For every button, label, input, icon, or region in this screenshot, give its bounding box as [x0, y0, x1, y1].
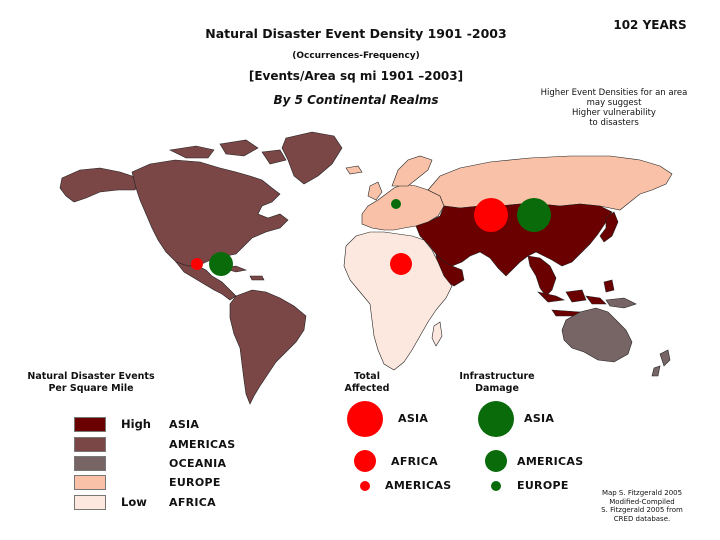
infrastructure-label-asia: ASIA: [524, 412, 555, 425]
infrastructure-europe-marker: [391, 199, 401, 209]
total-affected-label-asia: ASIA: [398, 412, 429, 425]
infrastructure-heading-line: Infrastructure: [459, 371, 535, 382]
madagascar: [431, 321, 443, 347]
africa-swatch: [74, 495, 106, 510]
oceania-region: [561, 297, 671, 377]
africa-region: [343, 231, 453, 371]
credit-line: Map S. Fitzgerald 2005: [601, 489, 683, 497]
realms-label: By 5 Continental Realms: [273, 93, 439, 107]
australia-landmass: [561, 307, 633, 363]
europe-swatch: [74, 475, 106, 490]
total-affected-legend-large: [347, 401, 383, 437]
infrastructure-americas-marker: [209, 252, 233, 276]
note-line: Higher Event Densities for an area: [540, 88, 688, 98]
total-affected-heading-line: Affected: [344, 382, 390, 394]
asia-swatch: [74, 417, 106, 432]
low-label: Low: [121, 495, 147, 509]
legend-label-europe: EUROPE: [169, 476, 221, 489]
japan-islands: [599, 211, 619, 243]
credit-line: CRED database.: [613, 514, 671, 523]
infrastructure-label-americas: AMERICAS: [517, 455, 584, 468]
infrastructure-legend-large: [478, 401, 514, 437]
infrastructure-heading-line: Damage: [475, 382, 519, 394]
years-label: 102 YEARS: [613, 18, 687, 32]
new-guinea: [605, 297, 637, 309]
total-affected-asia-marker: [474, 198, 508, 232]
asia-region: [415, 203, 619, 317]
total-affected-heading: Total Affected: [328, 371, 406, 394]
north-america-landmass: [131, 159, 289, 267]
alaska-landmass: [59, 167, 141, 203]
new-zealand: [651, 349, 671, 377]
credit-line: S. Fitzgerald 2005 from: [601, 506, 683, 515]
density-heading-line: Per Square Mile: [48, 382, 134, 394]
note-line: to disasters: [589, 118, 639, 128]
vulnerability-note: Higher Event Densities for an area may s…: [531, 88, 697, 128]
russia-landmass: [427, 155, 673, 211]
infrastructure-label-europe: EUROPE: [517, 479, 569, 492]
scandinavia-landmass: [391, 155, 433, 187]
greenland-landmass: [281, 131, 343, 185]
iceland: [345, 165, 363, 175]
density-legend-heading: Natural Disaster Events Per Square Mile: [18, 371, 164, 394]
total-affected-label-africa: AFRICA: [391, 455, 438, 468]
infrastructure-heading: Infrastructure Damage: [446, 371, 548, 394]
total-affected-africa-marker: [390, 253, 412, 275]
legend-label-oceania: OCEANIA: [169, 457, 227, 470]
total-affected-heading-line: Total: [354, 371, 380, 382]
british-isles: [367, 181, 383, 201]
high-label: High: [121, 417, 151, 431]
map-credit: Map S. Fitzgerald 2005 Modified-Compiled…: [582, 489, 702, 523]
legend-label-americas: AMERICAS: [169, 438, 236, 451]
density-heading-line: Natural Disaster Events: [27, 371, 155, 382]
infrastructure-asia-marker: [517, 198, 551, 232]
infrastructure-legend-medium: [485, 450, 507, 472]
americas-region: [59, 131, 343, 405]
indonesia-islands: [537, 279, 615, 317]
legend-label-africa: AFRICA: [169, 496, 216, 509]
oceania-swatch: [74, 456, 106, 471]
map-title: Natural Disaster Event Density 1901 -200…: [205, 26, 507, 41]
note-line: Higher vulnerability: [572, 108, 656, 118]
canadian-arctic-islands: [169, 139, 287, 165]
total-affected-legend-medium: [354, 450, 376, 472]
note-line: may suggest: [586, 98, 642, 108]
legend-label-asia: ASIA: [169, 418, 200, 431]
credit-line: Modified-Compiled: [609, 497, 675, 506]
total-affected-label-americas: AMERICAS: [385, 479, 452, 492]
infrastructure-legend-small: [491, 481, 501, 491]
total-affected-legend-small: [360, 481, 370, 491]
events-area-label: [Events/Area sq mi 1901 –2003]: [248, 69, 464, 83]
map-subtitle: (Occurrences-Frequency): [292, 51, 420, 61]
south-america-landmass: [229, 289, 307, 405]
total-affected-americas-marker: [191, 258, 203, 270]
africa-landmass: [343, 231, 453, 371]
southeast-asia-landmass: [527, 255, 557, 297]
americas-swatch: [74, 437, 106, 452]
